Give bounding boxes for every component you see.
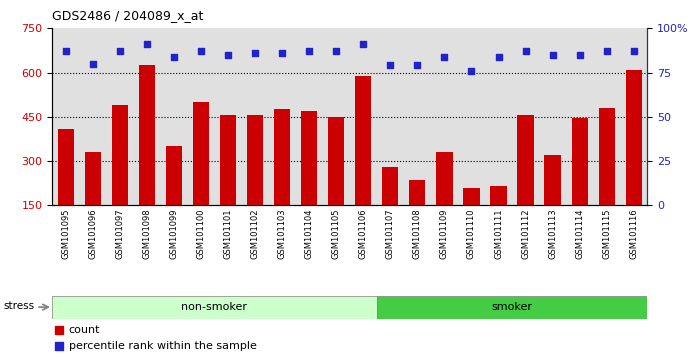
Point xyxy=(358,41,369,47)
Point xyxy=(493,54,504,59)
Text: stress: stress xyxy=(3,301,35,311)
Point xyxy=(276,50,287,56)
Point xyxy=(574,52,585,58)
Point xyxy=(439,54,450,59)
Text: non-smoker: non-smoker xyxy=(182,302,248,312)
Bar xyxy=(626,70,642,250)
Bar xyxy=(377,296,647,319)
Bar xyxy=(52,296,377,319)
Point xyxy=(168,54,180,59)
Point xyxy=(520,48,531,54)
Point xyxy=(466,68,477,74)
Point xyxy=(331,48,342,54)
Bar xyxy=(220,115,236,250)
Bar xyxy=(491,186,507,250)
Bar xyxy=(166,146,182,250)
Bar xyxy=(355,75,372,250)
Point xyxy=(54,327,65,333)
Point xyxy=(60,48,71,54)
Bar xyxy=(382,167,398,250)
Point xyxy=(141,41,152,47)
Point xyxy=(249,50,260,56)
Text: smoker: smoker xyxy=(491,302,532,312)
Point xyxy=(303,48,315,54)
Point xyxy=(196,48,207,54)
Bar xyxy=(111,105,128,250)
Bar xyxy=(599,108,615,250)
Bar xyxy=(571,118,587,250)
Bar xyxy=(274,109,290,250)
Text: count: count xyxy=(69,325,100,335)
Point xyxy=(412,63,423,68)
Bar xyxy=(139,65,155,250)
Point xyxy=(385,63,396,68)
Point xyxy=(114,48,125,54)
Point xyxy=(601,48,612,54)
Bar xyxy=(517,115,534,250)
Point xyxy=(628,48,640,54)
Bar xyxy=(85,152,101,250)
Bar xyxy=(328,117,345,250)
Bar xyxy=(301,111,317,250)
Bar xyxy=(464,188,480,250)
Point xyxy=(223,52,234,58)
Bar xyxy=(436,152,452,250)
Text: GDS2486 / 204089_x_at: GDS2486 / 204089_x_at xyxy=(52,9,203,22)
Bar xyxy=(247,115,263,250)
Point xyxy=(547,52,558,58)
Bar xyxy=(58,129,74,250)
Text: percentile rank within the sample: percentile rank within the sample xyxy=(69,341,257,351)
Bar xyxy=(544,155,561,250)
Point xyxy=(54,343,65,349)
Point xyxy=(87,61,98,67)
Bar xyxy=(409,180,425,250)
Bar xyxy=(193,102,209,250)
